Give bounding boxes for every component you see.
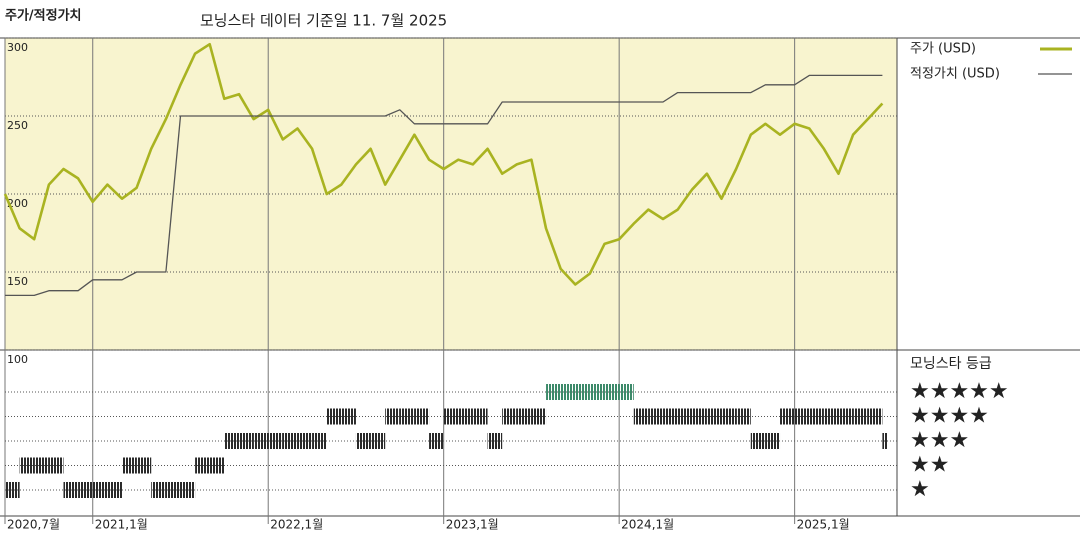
rating-bar: [443, 408, 459, 425]
legend-label: 적정가치 (USD): [910, 67, 1000, 82]
rating-bar: [516, 408, 532, 425]
plot-background: [5, 38, 897, 350]
y-tick-label: 300: [7, 41, 28, 54]
rating-bar: [472, 408, 488, 425]
rating-bar: [853, 408, 868, 425]
rating-bar: [619, 384, 634, 400]
rating-bar: [224, 433, 239, 449]
x-tick-label: 2024,1월: [621, 518, 674, 532]
rating-title: 모닝스타 등급: [910, 356, 992, 372]
rating-bar: [92, 482, 108, 498]
rating-bar: [765, 433, 781, 449]
rating-bar: [780, 408, 795, 425]
x-tick-label: 2020,7월: [7, 518, 60, 532]
rating-bar: [355, 433, 371, 449]
rating-bar: [429, 433, 444, 449]
rating-bar: [823, 408, 839, 425]
rating-bar: [575, 384, 590, 400]
rating-bar: [253, 433, 269, 449]
rating-bar: [121, 457, 137, 474]
rating-legend-stars: ★★★★★: [910, 379, 1009, 404]
rating-bar: [282, 433, 298, 449]
rating-bar: [19, 457, 35, 474]
x-tick-label: 2023,1월: [446, 518, 499, 532]
rating-bar: [633, 408, 649, 425]
rating-bar: [794, 408, 810, 425]
rating-bar: [78, 482, 93, 498]
rating-bar: [663, 408, 678, 425]
rating-bar: [589, 384, 605, 400]
rating-legend-stars: ★★★★: [910, 404, 989, 429]
x-tick-label: 2022,1월: [270, 518, 323, 532]
rating-bar: [604, 384, 620, 400]
rating-bar: [34, 457, 49, 474]
rating-bar: [151, 482, 166, 498]
chart-title: 주가/적정가치: [5, 8, 82, 24]
rating-legend-stars: ★★★: [910, 428, 969, 453]
rating-bar: [546, 384, 561, 400]
rating-bar: [531, 408, 547, 425]
rating-bar: [370, 433, 386, 449]
rating-bar: [458, 408, 473, 425]
rating-bar: [867, 408, 883, 425]
rating-bar: [692, 408, 707, 425]
rating-bar: [487, 433, 503, 449]
x-tick-label: 2021,1월: [95, 518, 148, 532]
chart-subtitle: 모닝스타 데이터 기준일 11. 7월 2025: [200, 12, 447, 30]
rating-bar: [180, 482, 196, 498]
y-tick-label: 250: [7, 119, 28, 132]
rating-bar: [882, 433, 888, 449]
rating-bar: [48, 457, 64, 474]
rating-bar: [326, 408, 342, 425]
y-tick-label: 150: [7, 275, 28, 288]
y-tick-label: 100: [7, 353, 28, 366]
rating-bar: [209, 457, 225, 474]
rating-bar: [5, 482, 20, 498]
rating-bar: [706, 408, 722, 425]
rating-bar: [107, 482, 122, 498]
rating-bar: [238, 433, 254, 449]
series-line: [5, 74, 883, 297]
rating-bar: [399, 408, 415, 425]
series-line: [3, 42, 884, 286]
rating-bar: [268, 433, 283, 449]
rating-bar: [809, 408, 824, 425]
rating-bar: [63, 482, 79, 498]
rating-bar: [312, 433, 327, 449]
rating-bar: [165, 482, 181, 498]
rating-bar: [648, 408, 664, 425]
y-tick-label: 200: [7, 197, 28, 210]
rating-legend-stars: ★★: [910, 453, 949, 478]
legend-label: 주가 (USD): [910, 42, 976, 57]
rating-bar: [502, 408, 517, 425]
rating-bar: [677, 408, 693, 425]
rating-bar: [136, 457, 152, 474]
rating-bar: [385, 408, 400, 425]
rating-bar: [195, 457, 210, 474]
x-tick-label: 2025,1월: [797, 518, 850, 532]
rating-bar: [297, 433, 313, 449]
rating-bar: [341, 408, 356, 425]
rating-bar: [750, 433, 766, 449]
rating-bar: [736, 408, 751, 425]
rating-bar: [721, 408, 737, 425]
rating-bar: [838, 408, 854, 425]
rating-bar: [414, 408, 430, 425]
rating-legend-stars: ★: [910, 477, 930, 502]
rating-bar: [560, 384, 576, 400]
